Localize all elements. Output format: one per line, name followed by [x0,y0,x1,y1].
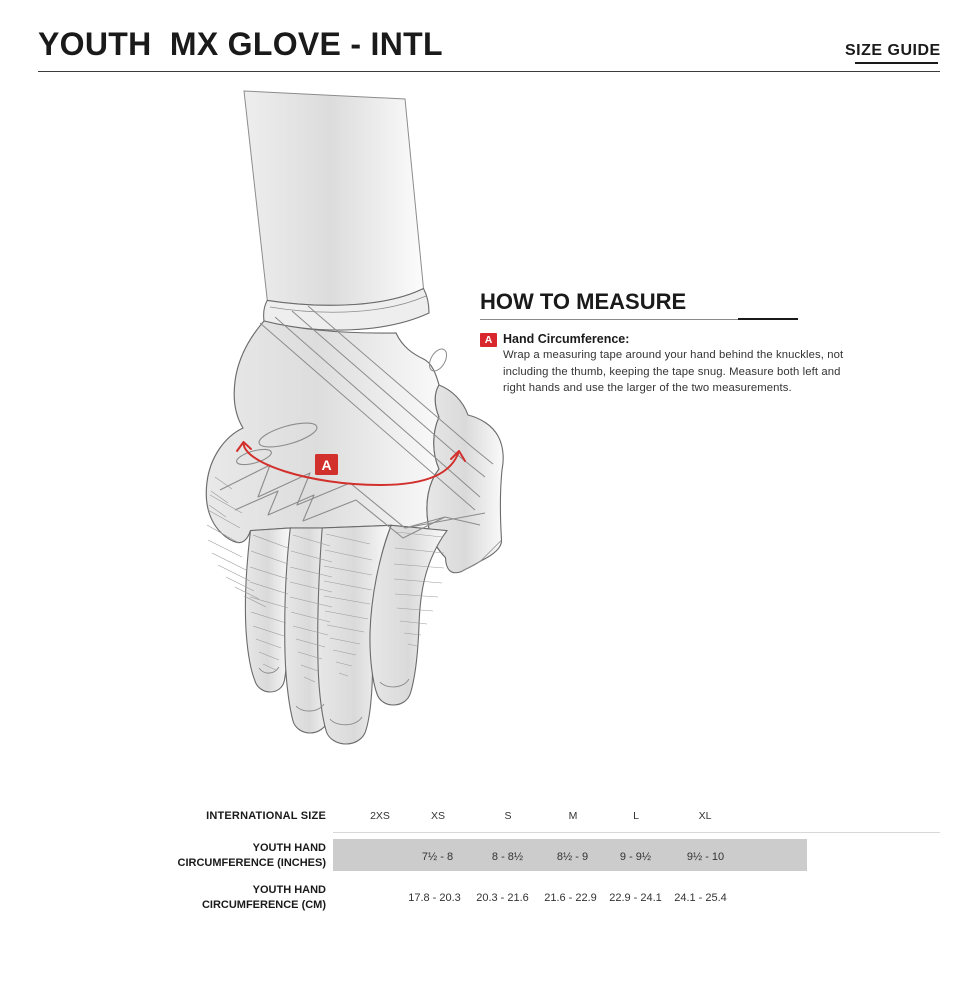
svg-text:A: A [321,457,331,473]
